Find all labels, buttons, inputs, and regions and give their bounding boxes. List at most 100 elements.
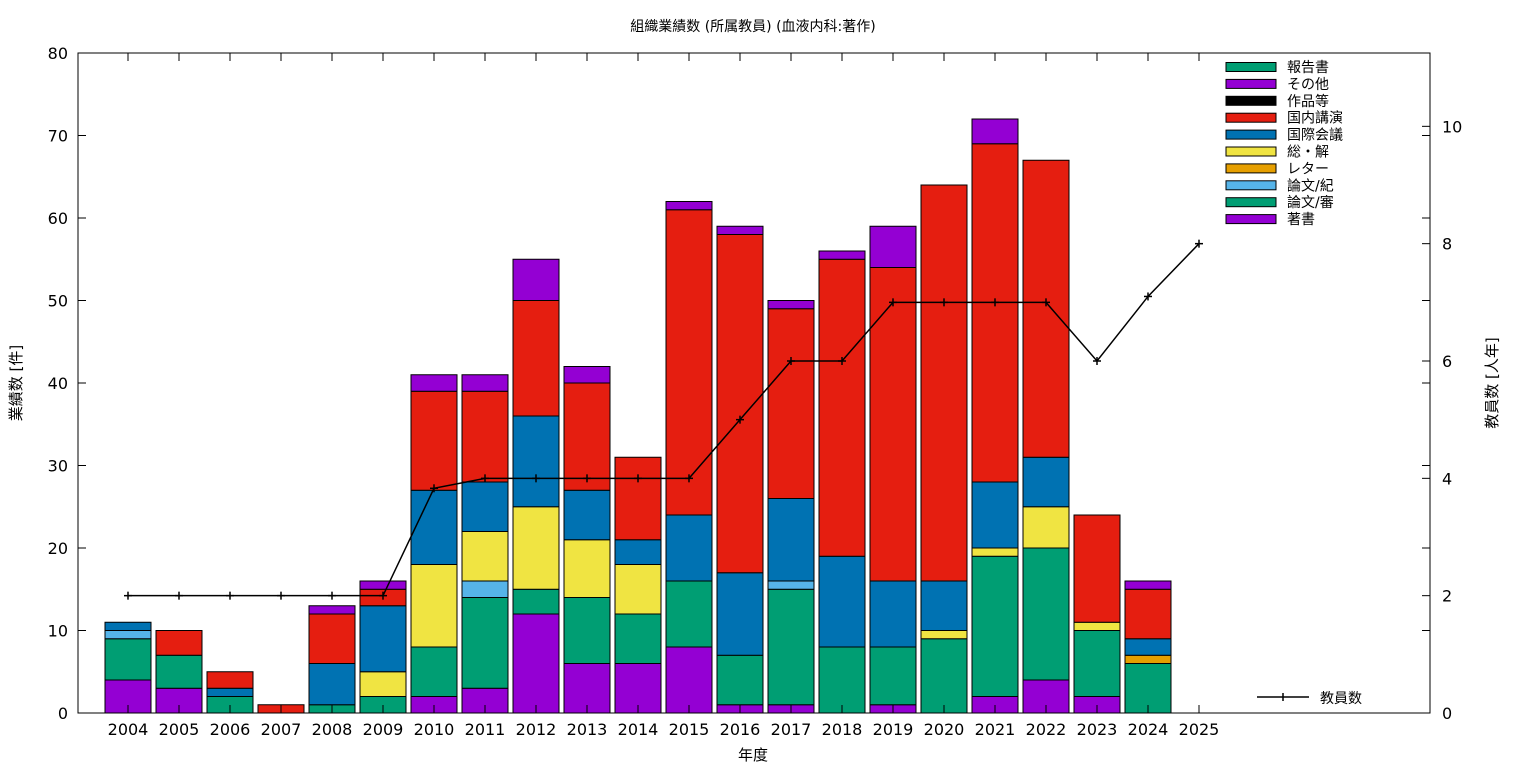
bar-segment — [104, 630, 152, 640]
bar-segment — [359, 580, 407, 590]
bar-segment — [563, 663, 611, 714]
line-point — [328, 591, 336, 600]
x-tick-label: 2019 — [873, 720, 914, 739]
legend-label: 著書 — [1287, 212, 1315, 228]
bar-segment — [410, 646, 458, 697]
x-tick-label: 2021 — [975, 720, 1016, 739]
y-tick-label: 20 — [48, 539, 68, 558]
bars-layer — [104, 118, 1172, 714]
bar-segment — [1124, 638, 1172, 656]
line-point — [787, 357, 795, 365]
legend-label: その他 — [1287, 77, 1329, 93]
bar-segment — [614, 539, 662, 565]
y-tick-label: 40 — [48, 374, 68, 393]
line-point — [481, 474, 489, 483]
y2-tick-label: 2 — [1442, 587, 1452, 606]
bar-segment — [665, 580, 713, 648]
chart-title: 組織業績数 (所属教員) (血液内科:著作) — [630, 19, 875, 35]
x-tick-label: 2017 — [771, 720, 812, 739]
bar-segment — [665, 201, 713, 211]
bar-segment — [716, 225, 764, 235]
bar-segment — [512, 415, 560, 508]
bar-segment — [665, 646, 713, 714]
bar-segment — [818, 258, 866, 557]
legend-swatch — [1225, 78, 1277, 89]
bar-segment — [359, 605, 407, 673]
bar-segment — [614, 613, 662, 664]
bar-segment — [869, 225, 917, 268]
bar-segment — [869, 580, 917, 648]
bar-segment — [563, 539, 611, 598]
bar-segment — [869, 646, 917, 706]
bar-segment — [869, 267, 917, 582]
y2-tick-label: 8 — [1442, 235, 1452, 254]
line-point — [838, 357, 846, 365]
bar-segment — [971, 118, 1019, 145]
bar-segment — [1073, 514, 1121, 623]
x-tick-label: 2015 — [669, 720, 710, 739]
bar-segment — [818, 250, 866, 260]
bar-segment — [971, 143, 1019, 483]
x-tick-label: 2016 — [720, 720, 761, 739]
bar-segment — [1073, 621, 1121, 631]
y2-axis-label: 教員数 [人年] — [1483, 337, 1501, 428]
y-axis-ticks: 0 10 20 30 40 50 60 70 80 — [48, 44, 1430, 723]
legend-label: 総・解 — [1287, 145, 1329, 161]
bar-segment — [563, 382, 611, 491]
bar-segment — [1124, 580, 1172, 590]
y-tick-label: 30 — [48, 457, 68, 476]
bar-segment — [971, 555, 1019, 697]
x-tick-label: 2014 — [618, 720, 659, 739]
legend-swatch — [1225, 163, 1277, 174]
x-axis-ticks: 2004 2005 2006 2007 2008 2009 2010 2011 2012 2013… — [108, 53, 1219, 739]
bar-segment — [1022, 159, 1070, 458]
y-axis-label: 業績数 [件] — [7, 345, 25, 421]
bar-segment — [359, 671, 407, 697]
line-legend: 教員数 — [1257, 691, 1362, 707]
bar-segment — [461, 374, 509, 392]
bar-segment — [614, 456, 662, 541]
bar-segment — [1022, 506, 1070, 549]
bar-segment — [206, 687, 254, 697]
line-point — [736, 415, 744, 424]
line-point — [634, 474, 642, 483]
x-tick-label: 2006 — [210, 720, 251, 739]
legend-label: 論文/紀 — [1287, 178, 1334, 194]
line-point — [277, 591, 285, 600]
line-legend-label: 教員数 — [1320, 691, 1362, 707]
bar-segment — [410, 564, 458, 648]
bar-segment — [461, 580, 509, 598]
line-point — [940, 298, 948, 307]
bar-segment — [308, 605, 356, 615]
bar-segment — [1022, 547, 1070, 681]
bar-segment — [308, 663, 356, 706]
y2-tick-label: 0 — [1442, 704, 1452, 723]
bar-segment — [920, 184, 968, 582]
bar-segment — [665, 514, 713, 582]
legend-swatch — [1225, 129, 1277, 140]
legend-label: 作品等 — [1287, 93, 1329, 110]
y-tick-label: 80 — [48, 44, 68, 63]
line-point — [1042, 298, 1050, 307]
x-tick-label: 2018 — [822, 720, 863, 739]
line-point — [991, 298, 999, 307]
x-tick-label: 2013 — [567, 720, 608, 739]
x-tick-label: 2024 — [1128, 720, 1169, 739]
legend-swatch — [1225, 95, 1277, 106]
x-axis-label: 年度 — [738, 746, 768, 764]
bar-segment — [563, 489, 611, 541]
bar-segment — [920, 630, 968, 640]
x-tick-label: 2023 — [1077, 720, 1118, 739]
bar-segment — [461, 531, 509, 582]
legend-swatch — [1225, 112, 1277, 123]
bar-segment — [563, 597, 611, 664]
line-point — [1093, 357, 1101, 365]
line-point — [1144, 292, 1152, 301]
bar-segment — [818, 646, 866, 714]
y2-tick-label: 6 — [1442, 352, 1452, 371]
bar-segment — [1124, 588, 1172, 640]
bar-segment — [410, 390, 458, 491]
legend-label: 国内講演 — [1287, 111, 1343, 127]
legend-label: 報告書 — [1287, 60, 1329, 76]
